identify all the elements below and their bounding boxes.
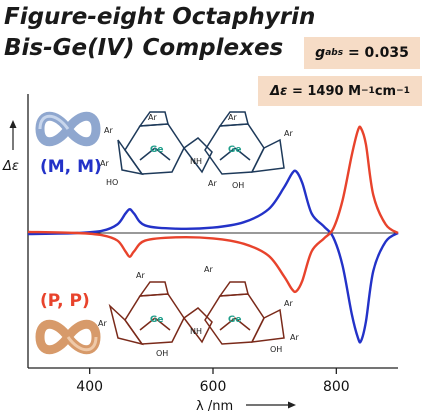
x-tick-label: 600 (200, 379, 227, 395)
molecule-labels-mm: Ar Ar Ar Ar Ar Ar Ge Ge HO NH OH (100, 113, 293, 190)
pp-ge-label: Ge (150, 315, 164, 325)
pp-label: (P, P) (40, 291, 90, 311)
deps-value: = 1490 M (291, 83, 361, 99)
y-axis-label: Δε (2, 159, 19, 174)
x-axis-label: λ /nm (196, 399, 233, 414)
title-line-2: Bis-Ge(IV) Complexes (4, 35, 284, 61)
deps-exp2: −1 (396, 86, 410, 96)
x-tick-group: 400 600 800 (76, 368, 350, 395)
series-line-mm (27, 169, 399, 344)
pp-ge-label: Ge (228, 315, 242, 325)
gabs-symbol: g (315, 45, 326, 61)
gabs-value: = 0.035 (347, 45, 409, 61)
y-axis-arrow-icon (9, 120, 17, 128)
gabs-annotation: g abs = 0.035 (304, 37, 420, 69)
title-line-1: Figure-eight Octaphyrin (4, 4, 316, 30)
x-tick-label: 800 (323, 379, 350, 395)
mm-ar-label: Ar (228, 113, 237, 122)
pp-nh-label: NH (190, 327, 202, 336)
x-axis-arrow-icon (288, 401, 296, 409)
deps-exp1: −1 (361, 86, 375, 96)
mm-oh-label: OH (232, 181, 244, 190)
pp-ar-label: Ar (98, 319, 107, 328)
pp-ar-label: Ar (136, 271, 145, 280)
mm-ar-label: Ar (284, 129, 293, 138)
pp-ar-label: Ar (284, 299, 293, 308)
mm-ar-label: Ar (104, 126, 113, 135)
infinity-symbol-blue-icon (35, 111, 101, 147)
mm-ar-label: Ar (148, 113, 157, 122)
pp-ar-label: Ar (204, 265, 213, 274)
molecule-labels-pp: Ar Ar Ar Ar Ar Ge Ge OH OH NH (98, 265, 299, 358)
molecule-structure-pp (108, 281, 285, 346)
mm-ge-label: Ge (228, 145, 242, 155)
mm-ho-label: HO (106, 178, 118, 187)
mm-label: (M, M) (40, 157, 102, 177)
mm-ge-label: Ge (150, 145, 164, 155)
series-layer (27, 125, 399, 344)
molecule-structure-mm (117, 111, 285, 176)
chart-title: Figure-eight Octaphyrin Bis-Ge(IV) Compl… (4, 2, 334, 64)
delta-epsilon-annotation: Δε = 1490 M −1 cm −1 (258, 76, 422, 106)
mm-nh-label: NH (190, 157, 202, 166)
mm-ar-label: Ar (208, 179, 217, 188)
pp-ar-label: Ar (290, 333, 299, 342)
deps-symbol: Δε (270, 83, 288, 99)
infinity-symbol-orange-icon (35, 319, 101, 355)
pp-oh-label: OH (156, 349, 168, 358)
pp-oh-label: OH (270, 345, 282, 354)
series-line-pp (27, 125, 399, 294)
gabs-subscript: abs (325, 48, 344, 58)
deps-unit: cm (374, 83, 397, 99)
x-tick-label: 400 (76, 379, 103, 395)
mm-ar-label: Ar (100, 159, 109, 168)
